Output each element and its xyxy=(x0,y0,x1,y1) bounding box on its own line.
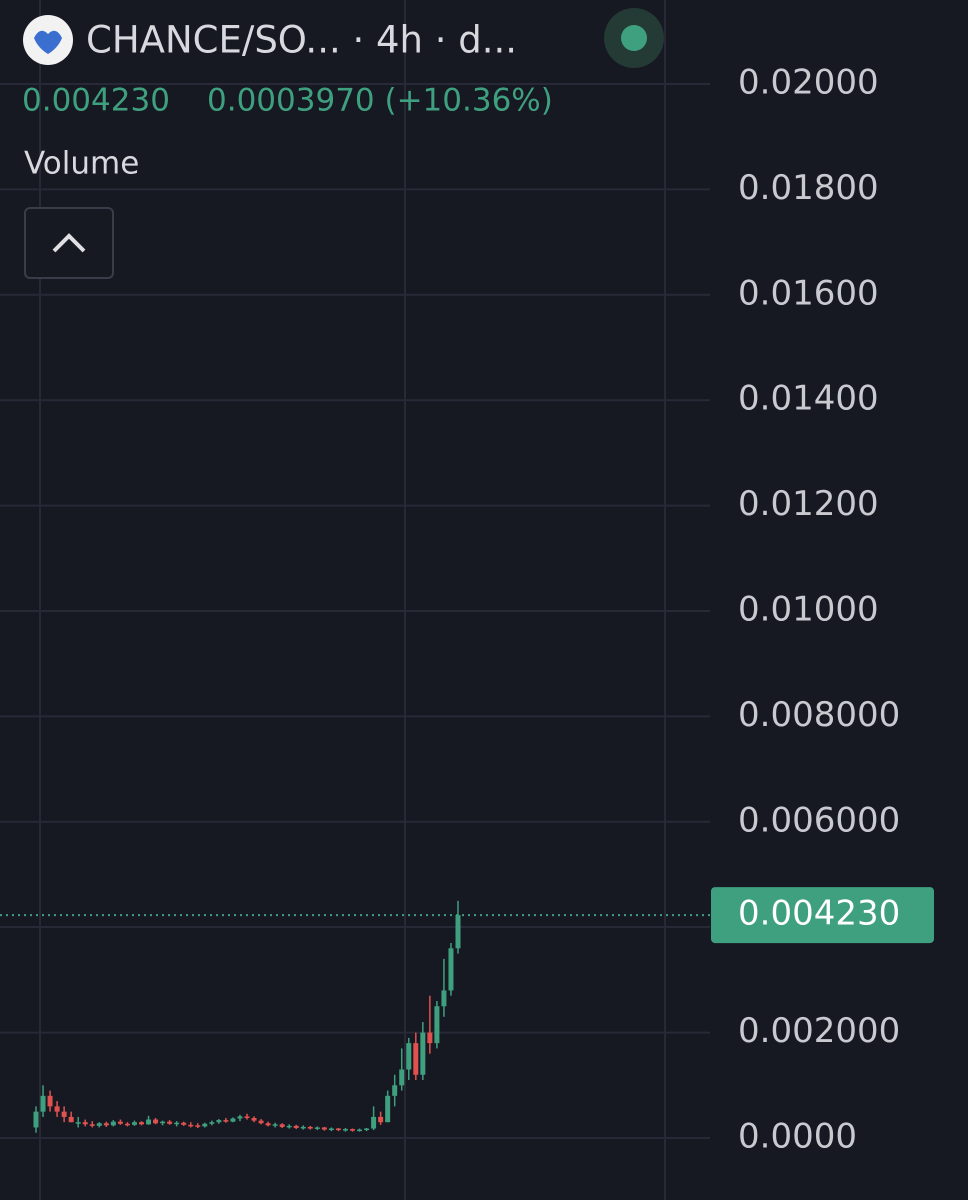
y-tick-label: 0.01600 xyxy=(738,273,879,313)
header: CHANCE/SO... · 4h · d... 0.004230 0.0003… xyxy=(22,8,664,279)
candle-body xyxy=(202,1123,208,1127)
candle-body xyxy=(371,1116,377,1129)
y-tick-label: 0.02000 xyxy=(738,63,879,103)
candle-body xyxy=(399,1069,405,1086)
y-axis: 0.0000 0.002000 0.006000 0.008000 0.01000 0.0… xyxy=(711,63,934,1157)
candle-body xyxy=(223,1120,229,1122)
candle-body xyxy=(75,1122,81,1124)
y-tick-label: 0.0000 xyxy=(738,1117,857,1157)
candle-body xyxy=(146,1119,152,1125)
candle-body xyxy=(244,1116,250,1118)
candle-body xyxy=(357,1129,363,1132)
candle-body xyxy=(251,1117,257,1121)
candle-body xyxy=(160,1121,166,1124)
candle-body xyxy=(434,1006,440,1044)
candle-body xyxy=(328,1128,334,1131)
candle-body xyxy=(237,1116,243,1119)
candle-body xyxy=(68,1116,74,1123)
symbol-title: CHANCE/SO... · 4h · d... xyxy=(86,19,517,62)
candle-body xyxy=(89,1124,95,1126)
candle-body xyxy=(96,1123,102,1126)
y-tick-label: 0.01400 xyxy=(738,379,879,419)
candle-body xyxy=(385,1095,391,1123)
candle-body xyxy=(286,1125,292,1128)
candle-body xyxy=(195,1125,201,1127)
candle-body xyxy=(279,1124,285,1127)
candle-body xyxy=(209,1122,215,1124)
candle-body xyxy=(300,1126,306,1129)
candle-body xyxy=(103,1123,109,1126)
candle-body xyxy=(441,990,447,1007)
candle-body xyxy=(174,1122,180,1125)
candle-body xyxy=(378,1116,384,1123)
candle-body xyxy=(139,1122,144,1125)
chevron-up xyxy=(52,233,86,253)
candle-body xyxy=(350,1129,355,1131)
candle-body xyxy=(188,1124,194,1127)
grid xyxy=(0,83,710,1139)
time-grid xyxy=(0,0,710,1200)
candle-body xyxy=(420,1032,426,1075)
candle-body xyxy=(167,1121,173,1124)
candle-body xyxy=(272,1124,278,1126)
candle-body xyxy=(448,948,454,991)
candle-body xyxy=(33,1111,39,1128)
candle-body xyxy=(364,1128,370,1131)
candle-body xyxy=(392,1085,398,1096)
candle-body xyxy=(413,1043,419,1075)
last-price-box xyxy=(711,887,934,944)
candle-body xyxy=(307,1126,313,1129)
y-tick-label: 0.002000 xyxy=(738,1011,900,1051)
candle-body xyxy=(54,1106,60,1112)
candle-body xyxy=(153,1119,159,1124)
candles xyxy=(0,900,710,1133)
candle-body xyxy=(230,1118,236,1122)
candle-body xyxy=(61,1111,67,1117)
candle-body xyxy=(314,1127,320,1129)
logo-icon xyxy=(34,30,62,54)
y-tick-label: 0.01000 xyxy=(738,590,879,630)
candle-body xyxy=(406,1043,412,1070)
candle-body xyxy=(82,1122,88,1125)
candle-body xyxy=(117,1121,123,1124)
candle-body xyxy=(40,1095,46,1112)
candle-body xyxy=(258,1120,264,1124)
candle-body xyxy=(455,915,461,949)
collapse-button[interactable] xyxy=(24,207,114,279)
status-dot xyxy=(621,25,647,51)
change: 0.0003970 (+10.36%) xyxy=(207,83,553,119)
candle-body xyxy=(321,1127,327,1130)
y-tick-label: 0.008000 xyxy=(738,695,900,735)
candle-body xyxy=(216,1120,222,1123)
legend-volume: Volume xyxy=(24,146,139,182)
candle-body xyxy=(265,1123,271,1126)
candle-body xyxy=(293,1125,299,1128)
candle-body xyxy=(131,1122,137,1125)
y-tick-label: 0.006000 xyxy=(738,800,900,840)
y-tick-label: 0.01200 xyxy=(738,484,879,524)
candle-body xyxy=(335,1128,341,1131)
candle-body xyxy=(47,1095,53,1107)
candle-body xyxy=(110,1121,116,1126)
candle-body xyxy=(181,1122,187,1125)
last-price-label: 0.004230 xyxy=(738,894,900,934)
y-tick-label: 0.01800 xyxy=(738,168,879,208)
candle-body xyxy=(427,1032,433,1044)
candle-body xyxy=(342,1129,348,1131)
candle-body xyxy=(124,1123,130,1126)
price: 0.004230 xyxy=(22,83,170,119)
